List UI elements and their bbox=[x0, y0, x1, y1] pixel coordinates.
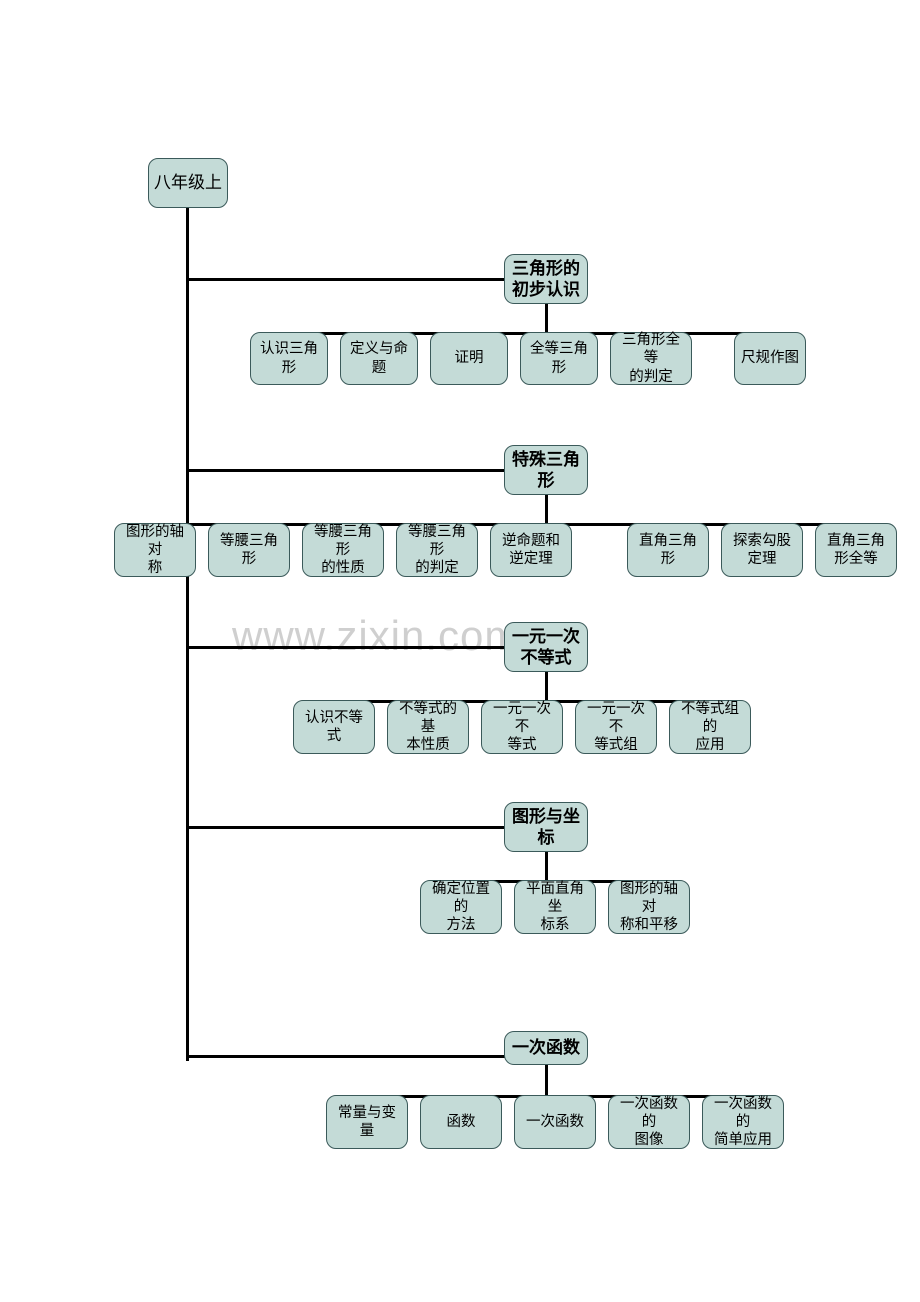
leaf-node: 平面直角坐标系 bbox=[514, 880, 596, 934]
connector bbox=[186, 469, 507, 472]
leaf-node: 认识不等式 bbox=[293, 700, 375, 754]
leaf-node: 图形的轴对称和平移 bbox=[608, 880, 690, 934]
leaf-node: 确定位置的方法 bbox=[420, 880, 502, 934]
connector bbox=[545, 852, 548, 883]
leaf-node: 等腰三角形的性质 bbox=[302, 523, 384, 577]
root-node: 八年级上 bbox=[148, 158, 228, 208]
leaf-node: 图形的轴对称 bbox=[114, 523, 196, 577]
section-node: 三角形的初步认识 bbox=[504, 254, 588, 304]
leaf-node: 探索勾股定理 bbox=[721, 523, 803, 577]
leaf-node: 等腰三角形的判定 bbox=[396, 523, 478, 577]
leaf-node: 三角形全等的判定 bbox=[610, 332, 692, 385]
section-node: 特殊三角形 bbox=[504, 445, 588, 495]
leaf-node: 全等三角形 bbox=[520, 332, 598, 385]
leaf-node: 函数 bbox=[420, 1095, 502, 1149]
connector bbox=[545, 1065, 548, 1098]
leaf-node: 一元一次不等式组 bbox=[575, 700, 657, 754]
leaf-node: 直角三角形 bbox=[627, 523, 709, 577]
connector bbox=[186, 646, 507, 649]
connector bbox=[186, 826, 507, 829]
leaf-node: 一次函数 bbox=[514, 1095, 596, 1149]
connector bbox=[545, 304, 548, 335]
leaf-node: 认识三角形 bbox=[250, 332, 328, 385]
section-node: 图形与坐标 bbox=[504, 802, 588, 852]
section-node: 一元一次不等式 bbox=[504, 622, 588, 672]
leaf-node: 一元一次不等式 bbox=[481, 700, 563, 754]
leaf-node: 逆命题和逆定理 bbox=[490, 523, 572, 577]
connector bbox=[186, 208, 189, 1061]
leaf-node: 不等式的基本性质 bbox=[387, 700, 469, 754]
leaf-node: 定义与命题 bbox=[340, 332, 418, 385]
leaf-node: 证明 bbox=[430, 332, 508, 385]
leaf-node: 常量与变量 bbox=[326, 1095, 408, 1149]
leaf-node: 一次函数的图像 bbox=[608, 1095, 690, 1149]
connector bbox=[186, 1055, 507, 1058]
connector bbox=[186, 278, 507, 281]
leaf-node: 一次函数的简单应用 bbox=[702, 1095, 784, 1149]
leaf-node: 等腰三角形 bbox=[208, 523, 290, 577]
diagram-canvas: www.zixin.com.cn 八年级上三角形的初步认识认识三角形定义与命题证… bbox=[0, 0, 920, 1302]
connector bbox=[545, 495, 548, 526]
section-node: 一次函数 bbox=[504, 1031, 588, 1065]
leaf-node: 直角三角形全等 bbox=[815, 523, 897, 577]
connector bbox=[545, 672, 548, 703]
leaf-node: 不等式组的应用 bbox=[669, 700, 751, 754]
leaf-node: 尺规作图 bbox=[734, 332, 806, 385]
